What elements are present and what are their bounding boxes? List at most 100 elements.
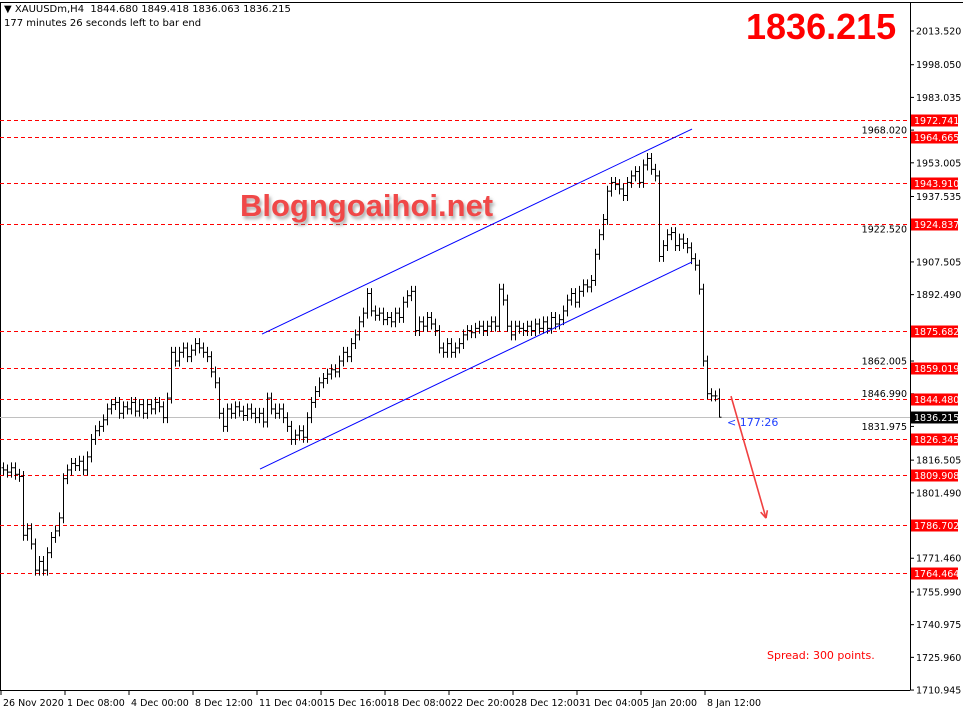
ohlc-bar (697, 259, 702, 295)
ohlc-bar (369, 288, 374, 317)
ohlc-bar (621, 183, 626, 201)
price-tick-label: 1831.975 (862, 422, 907, 433)
big-price-display: 1836.215 (746, 6, 897, 47)
level-price-label: 1924.837 (914, 220, 959, 231)
price-tick-label: 1725.960 (916, 653, 961, 664)
level-price-badge (911, 469, 958, 482)
channel-trendline[interactable] (261, 128, 693, 335)
ohlc-bar (673, 227, 678, 252)
ohlc-bar (541, 316, 546, 334)
time-tick-label: 15 Dec 16:00 (323, 698, 387, 709)
ohlc-bar (289, 420, 294, 445)
ohlc-bar (445, 338, 450, 358)
ohlc-bar (661, 240, 666, 262)
spread-label: Spread: 300 points. (767, 649, 875, 662)
ohlc-bar (505, 294, 510, 332)
ohlc-bar (665, 229, 670, 252)
ohlc-bar (553, 312, 558, 330)
level-price-label: 1764.464 (914, 569, 959, 580)
ohlc-bar (601, 214, 606, 241)
ohlc-bar (357, 316, 362, 341)
ohlc-bar (93, 425, 98, 445)
price-tick-label: 1968.020 (862, 126, 907, 137)
ohlc-bar (301, 425, 306, 443)
price-tick-label: 2013.520 (916, 27, 961, 38)
ohlc-bar (581, 279, 586, 297)
ohlc-bar (329, 364, 334, 380)
ohlc-bar (561, 305, 566, 326)
ohlc-bar (365, 288, 370, 319)
ohlc-bar (517, 320, 522, 334)
level-price-badge (911, 325, 958, 338)
ohlc-bar (525, 320, 530, 336)
ohlc-bar (213, 366, 218, 389)
ohlc-bar (409, 285, 414, 302)
ohlc-bar (321, 373, 326, 389)
ohlc-bar (473, 322, 478, 339)
ohlc-bar (685, 237, 690, 254)
ohlc-bar (1, 462, 6, 476)
ohlc-bar (45, 547, 50, 576)
ohlc-bar (701, 283, 706, 367)
collapse-triangle-icon[interactable]: ▼ (4, 4, 15, 15)
time-tick-label: 11 Dec 04:00 (259, 698, 323, 709)
ohlc-bar (649, 153, 654, 175)
price-tick-label: 1801.490 (916, 488, 961, 499)
level-price-label: 1875.682 (914, 327, 959, 338)
ohlc-bar (41, 555, 46, 576)
ohlc-bar (9, 462, 14, 478)
ohlc-bar (317, 377, 322, 397)
ohlc-bar (489, 316, 494, 332)
ohlc-bar (421, 316, 426, 332)
ohlc-bar (325, 368, 330, 384)
ohlc-bar (281, 403, 286, 424)
ohlc-bar (509, 320, 514, 341)
ohlc-bar (677, 233, 682, 252)
ohlc-bar (521, 322, 526, 336)
ohlc-bar (657, 170, 662, 262)
ohlc-bar (653, 163, 658, 182)
time-tick-label: 4 Dec 00:00 (131, 698, 189, 709)
ohlc-bar (193, 338, 198, 356)
price-tick-label: 1907.505 (916, 257, 961, 268)
time-tick-label: 26 Nov 2020 (3, 698, 64, 709)
ohlc-bar (25, 523, 30, 541)
ohlc-bar (349, 338, 354, 363)
ohlc-bar (469, 325, 474, 339)
ohlc-bar (249, 403, 254, 419)
ohlc-bar (465, 325, 470, 341)
ohlc-bar (165, 392, 170, 424)
time-tick-label: 8 Dec 12:00 (195, 698, 253, 709)
level-price-badge (911, 177, 958, 190)
ohlc-bar (573, 288, 578, 308)
ohlc-bar (61, 473, 66, 524)
level-price-label: 1786.702 (914, 521, 959, 532)
ohlc-bar (5, 464, 10, 478)
ohlc-bar (597, 229, 602, 260)
level-price-label: 1844.480 (914, 395, 959, 406)
channel-trendline[interactable] (259, 261, 693, 470)
ohlc-bar (689, 242, 694, 265)
ohlc-bar (589, 274, 594, 293)
ohlc-bar (297, 425, 302, 441)
price-tick-label: 1846.990 (862, 389, 907, 400)
ohlc-bar (305, 412, 310, 443)
ohlc-bar (109, 399, 114, 415)
ohlc-bar (17, 468, 22, 482)
ohlc-bar (121, 401, 126, 419)
ohlc-bar (69, 457, 74, 476)
ohlc-bar (429, 312, 434, 330)
ohlc-bar (593, 248, 598, 286)
ohlc-bar (217, 377, 222, 419)
ohlc-bar (609, 176, 614, 197)
level-price-label: 1943.910 (914, 179, 959, 190)
ohlc-bar (549, 312, 554, 334)
ohlc-bar (453, 342, 458, 358)
level-price-badge (911, 114, 958, 127)
ohlc-bar (129, 396, 134, 415)
ohlc-bar (117, 396, 122, 419)
projection-arrow[interactable] (730, 395, 769, 519)
ohlc-bar (557, 314, 562, 330)
ohlc-bar (261, 407, 266, 428)
